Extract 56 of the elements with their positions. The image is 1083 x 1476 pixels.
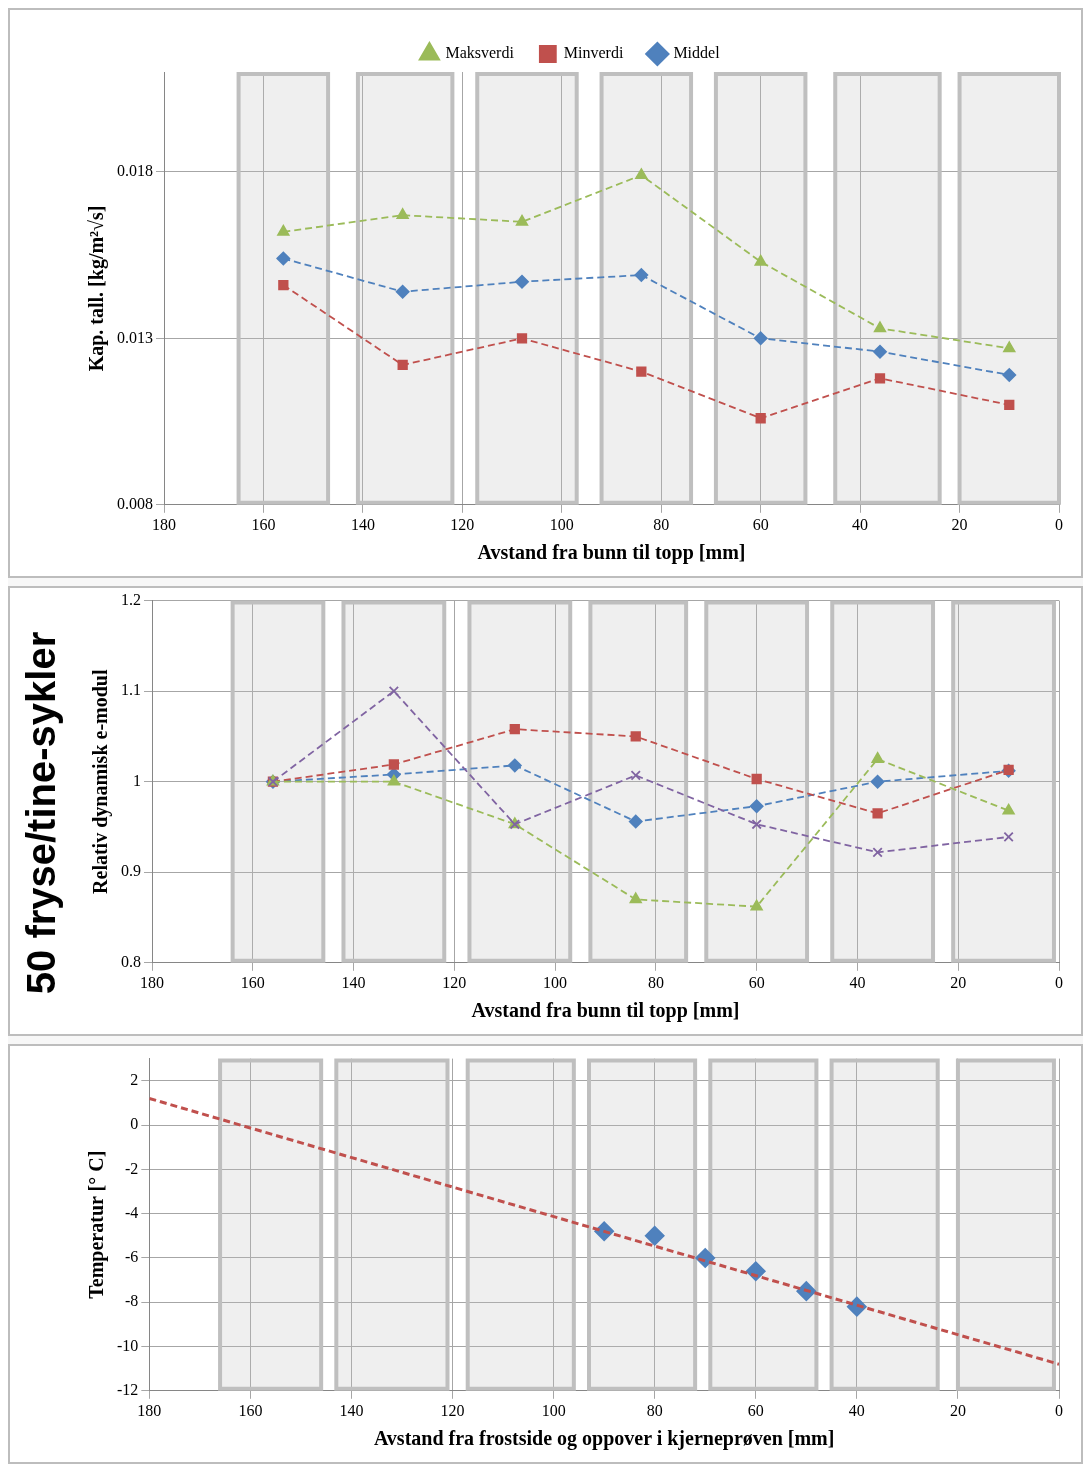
x-tick-label: 60	[747, 1401, 764, 1419]
y-tick-label: 1.1	[121, 681, 141, 699]
x-tick-label: 160	[240, 973, 265, 991]
y-tick-label: -6	[125, 1248, 139, 1266]
x-tick-label: 80	[647, 973, 664, 991]
x-tick-label: 60	[748, 973, 765, 991]
x-tick-label: 120	[442, 973, 467, 991]
x-tick-label: 40	[852, 515, 869, 533]
x-tick-label: 80	[646, 1401, 663, 1419]
x-tick-label: 180	[137, 1401, 162, 1419]
y-axis-title: Kap. tall. [kg/m²√s]	[85, 205, 109, 372]
x-tick-label: 140	[341, 973, 366, 991]
x-tick-label: 20	[950, 973, 967, 991]
y-tick-label: 0.013	[117, 328, 153, 346]
x-tick-label: 20	[949, 1401, 966, 1419]
x-tick-label: 100	[541, 1401, 566, 1419]
x-tick-label: 40	[849, 973, 866, 991]
x-tick-label: 100	[549, 515, 574, 533]
x-tick-label: 40	[848, 1401, 865, 1419]
x-tick-label: 0	[1055, 973, 1063, 991]
y-tick-label: 0.008	[117, 495, 153, 512]
x-axis-title: Avstand fra bunn til topp [mm]	[477, 541, 746, 565]
y-tick-label: -12	[117, 1381, 139, 1398]
y-tick-label: -4	[125, 1203, 139, 1221]
legend-label: Maksverdi	[445, 44, 515, 62]
x-axis-title: Avstand fra bunn til topp [mm]	[471, 999, 740, 1023]
legend-label: Minverdi	[563, 44, 624, 62]
y-tick-label: 0	[130, 1115, 139, 1133]
y-axis-title: Temperatur [° C]	[85, 1150, 109, 1299]
y-axis-title: Relativ dynamisk e-modul	[89, 669, 113, 894]
x-tick-label: 120	[440, 1401, 465, 1419]
y-tick-label: -8	[125, 1292, 139, 1310]
text: 50 fryse/tine-sykler	[19, 631, 64, 995]
x-tick-label: 180	[152, 515, 176, 533]
x-tick-label: 80	[653, 515, 670, 533]
y-tick-label: 1	[133, 771, 141, 789]
y-tick-label: 1.2	[121, 590, 141, 608]
x-tick-label: 0	[1055, 515, 1063, 533]
x-axis-title: Avstand fra frostside og oppover i kjerneprøven [mm]	[373, 1427, 835, 1451]
x-tick-label: 180	[140, 973, 164, 991]
x-tick-label: 20	[951, 515, 968, 533]
x-tick-label: 140	[350, 515, 375, 533]
x-tick-label: 60	[752, 515, 769, 533]
y-tick-label: 0.018	[117, 162, 153, 180]
x-tick-label: 160	[251, 515, 276, 533]
x-tick-label: 160	[238, 1401, 263, 1419]
y-tick-label: -10	[117, 1336, 139, 1354]
x-tick-label: 0	[1055, 1401, 1063, 1419]
y-tick-label: 0.8	[121, 953, 141, 970]
y-tick-label: 0.9	[121, 862, 141, 880]
y-tick-label: 2	[130, 1070, 139, 1088]
x-tick-label: 140	[339, 1401, 364, 1419]
x-tick-label: 100	[543, 973, 568, 991]
y-tick-label: -2	[125, 1159, 139, 1177]
legend-label: Middel	[673, 44, 721, 62]
x-tick-label: 120	[450, 515, 475, 533]
